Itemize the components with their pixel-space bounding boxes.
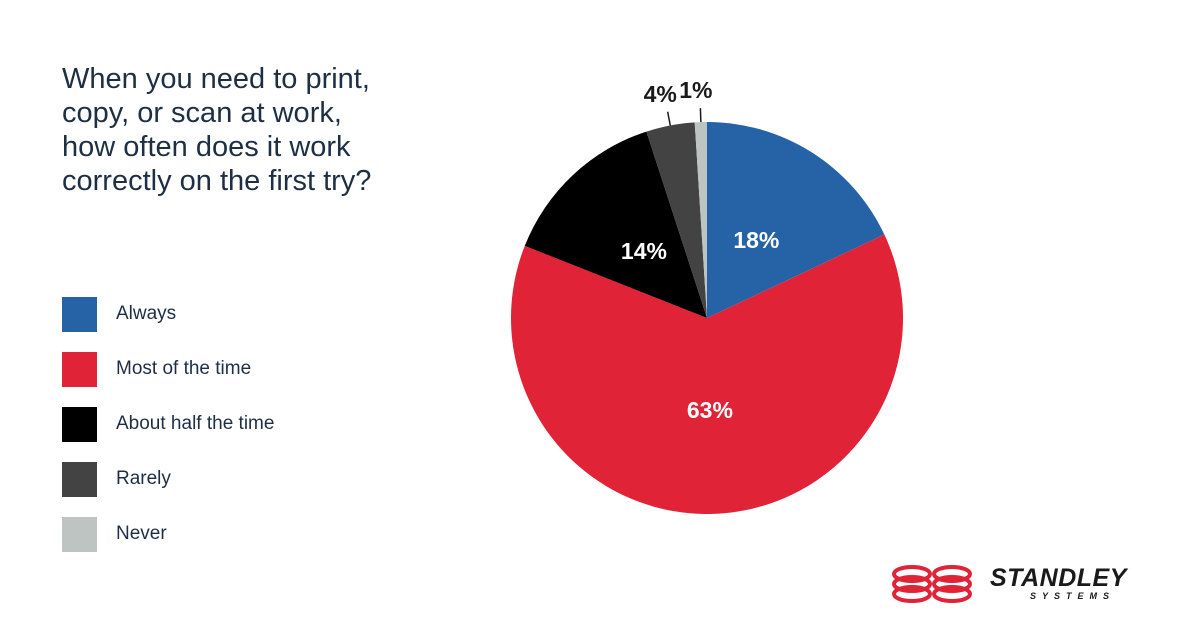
data-label-never: 1% [679, 77, 712, 103]
legend-item-never: Never [62, 516, 274, 552]
pie-slice-most-of-the-time [511, 234, 903, 514]
legend-swatch-always [62, 296, 97, 332]
logo-mark-icon [892, 565, 972, 603]
pie-slice-never [694, 122, 707, 318]
leader-line-rarely [666, 111, 672, 126]
data-label-about-half-the-time: 14% [621, 238, 667, 264]
legend-item-about-half-the-time: About half the time [62, 406, 274, 442]
data-label-rarely: 4% [644, 81, 677, 107]
pie-slice-about-half-the-time [524, 131, 707, 318]
legend-item-always: Always [62, 296, 274, 332]
pie-slice-always [707, 122, 885, 318]
legend-label-always: Always [116, 303, 177, 324]
legend-item-most-of-the-time: Most of the time [62, 351, 274, 387]
legend-swatch-rarely [62, 461, 97, 497]
data-label-most-of-the-time: 63% [687, 397, 733, 423]
logo-tagline: SYSTEMS [1030, 591, 1116, 601]
legend-swatch-most-of-the-time [62, 351, 97, 387]
pie-slice-rarely [646, 122, 707, 318]
logo-wordmark: STANDLEY [990, 564, 1127, 592]
data-label-always: 18% [733, 227, 779, 253]
legend-label-rarely: Rarely [116, 468, 171, 489]
legend-label-about-half-the-time: About half the time [116, 413, 275, 434]
legend-item-rarely: Rarely [62, 461, 274, 497]
legend-swatch-never [62, 516, 97, 552]
chart-title: When you need to print, copy, or scan at… [62, 63, 372, 197]
chart-legend: Always Most of the time About half the t… [62, 296, 274, 571]
standley-logo: STANDLEY SYSTEMS [890, 560, 1170, 608]
legend-label-never: Never [116, 523, 167, 544]
legend-swatch-about-half-the-time [62, 406, 97, 442]
legend-label-most-of-the-time: Most of the time [116, 358, 252, 379]
